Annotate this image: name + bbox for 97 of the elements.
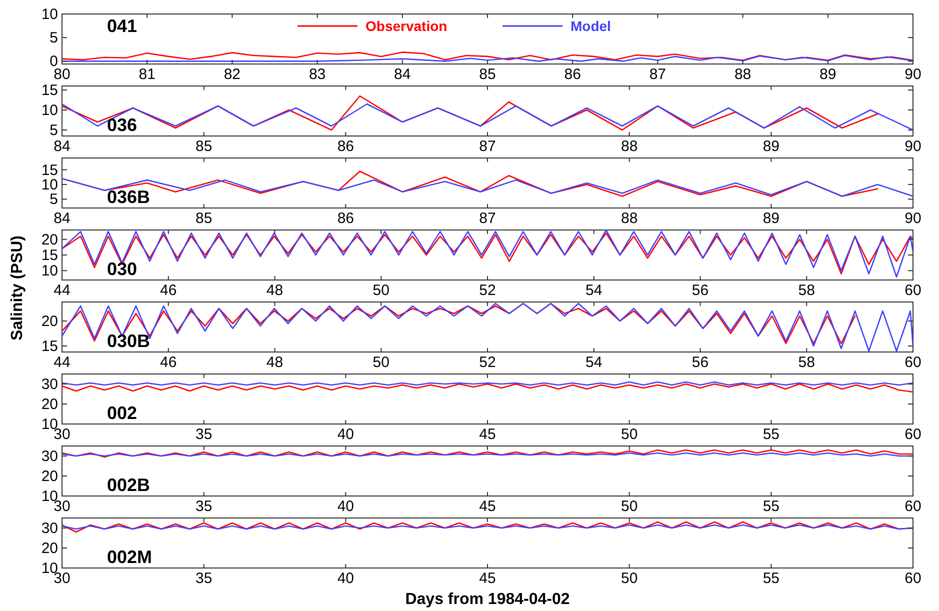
x-tick-label: 86 [564, 66, 581, 83]
x-tick-label: 45 [479, 498, 496, 515]
y-tick-label: 15 [41, 82, 58, 99]
y-tick-label: 10 [41, 262, 58, 280]
x-tick-label: 58 [798, 354, 815, 371]
x-tick-label: 40 [337, 498, 354, 515]
y-tick-label: 5 [50, 30, 58, 47]
y-tick-label: 10 [41, 102, 58, 119]
y-axis-title: Salinity (PSU) [9, 236, 26, 340]
text: 002 [107, 403, 138, 423]
x-tick-label: 58 [798, 282, 815, 299]
x-tick-label: 50 [620, 498, 638, 515]
line-series [62, 103, 913, 131]
legend-label: Observation [366, 18, 448, 34]
x-tick-label: 88 [620, 138, 638, 155]
x-tick-label: 45 [479, 570, 496, 587]
x-tick-label: 55 [762, 426, 780, 443]
x-tick-label: 90 [904, 138, 922, 155]
line-series [62, 383, 913, 393]
y-tick-label: 10 [41, 176, 58, 194]
text: 030B [107, 331, 150, 351]
x-tick-label: 35 [195, 426, 212, 443]
x-tick-label: 60 [904, 426, 922, 443]
x-tick-label: 45 [479, 426, 496, 443]
x-tick-label: 85 [195, 210, 212, 227]
x-tick-label: 89 [762, 138, 780, 155]
x-tick-label: 56 [692, 354, 709, 371]
x-tick-label: 86 [337, 210, 354, 227]
text: 036B [107, 187, 150, 207]
x-tick-label: 48 [266, 282, 284, 299]
x-tick-label: 52 [479, 282, 496, 299]
y-tick-label: 15 [41, 338, 58, 355]
y-tick-label: 30 [41, 376, 58, 393]
x-tick-label: 55 [762, 570, 780, 587]
x-tick-label: 82 [224, 66, 241, 83]
x-tick-label: 84 [394, 66, 411, 83]
x-tick-label: 60 [904, 570, 922, 587]
y-tick-label: 30 [41, 520, 58, 537]
x-tick-label: 56 [692, 282, 709, 299]
x-tick-label: 80 [54, 66, 70, 83]
text: 002M [107, 547, 152, 567]
y-tick-label: 20 [41, 468, 58, 485]
y-tick-label: 5 [50, 191, 58, 208]
x-tick-label: 88 [620, 210, 638, 227]
x-tick-label: 40 [337, 426, 354, 443]
x-tick-label: 50 [620, 426, 638, 443]
x-tick-label: 90 [904, 66, 922, 83]
x-tick-label: 87 [479, 138, 496, 155]
x-tick-label: 86 [337, 138, 354, 155]
y-tick-label: 15 [41, 162, 58, 179]
x-tick-label: 35 [195, 570, 212, 587]
x-tick-label: 46 [160, 354, 177, 371]
line-series [62, 302, 913, 352]
x-tick-label: 88 [734, 66, 752, 83]
chart-title: 041 [107, 16, 138, 36]
x-tick-label: 60 [904, 282, 922, 299]
x-tick-label: 55 [762, 498, 780, 515]
x-tick-label: 89 [820, 66, 836, 83]
x-tick-label: 40 [337, 570, 354, 587]
y-tick-label: 5 [50, 122, 58, 139]
text: 002B [107, 475, 150, 495]
y-tick-label: 30 [41, 448, 58, 465]
x-tick-label: 52 [479, 354, 496, 371]
y-tick-label: 20 [41, 540, 58, 557]
legend-label: Model [570, 18, 611, 34]
text: 036 [107, 115, 138, 135]
x-tick-label: 87 [479, 210, 496, 227]
x-tick-label: 60 [904, 354, 922, 371]
x-tick-label: 46 [160, 282, 177, 299]
text: 030 [107, 259, 138, 279]
x-tick-label: 89 [762, 210, 780, 227]
y-tick-label: 15 [41, 247, 58, 264]
x-tick-label: 48 [266, 354, 284, 371]
y-tick-label: 20 [41, 396, 58, 413]
x-tick-label: 35 [195, 498, 212, 515]
y-tick-label: 10 [41, 6, 58, 23]
x-tick-label: 60 [904, 498, 922, 515]
x-tick-label: 50 [372, 282, 390, 299]
x-tick-label: 44 [54, 282, 70, 299]
x-axis-title: Days from 1984-04-02 [405, 591, 570, 608]
y-tick-label: 20 [41, 231, 58, 248]
line-series [62, 52, 913, 61]
y-tick-label: 20 [41, 313, 58, 330]
x-tick-label: 44 [54, 354, 70, 371]
x-tick-label: 84 [54, 210, 70, 227]
x-tick-label: 84 [54, 138, 70, 155]
x-tick-label: 50 [620, 570, 638, 587]
x-tick-label: 50 [372, 354, 390, 371]
x-tick-label: 54 [586, 282, 602, 299]
x-tick-label: 87 [649, 66, 666, 83]
x-tick-label: 54 [586, 354, 602, 371]
x-tick-label: 83 [308, 66, 326, 83]
x-tick-label: 85 [195, 138, 212, 155]
x-tick-label: 90 [904, 210, 922, 227]
x-tick-label: 81 [138, 66, 156, 83]
line-series [62, 449, 913, 458]
x-tick-label: 85 [479, 66, 496, 83]
